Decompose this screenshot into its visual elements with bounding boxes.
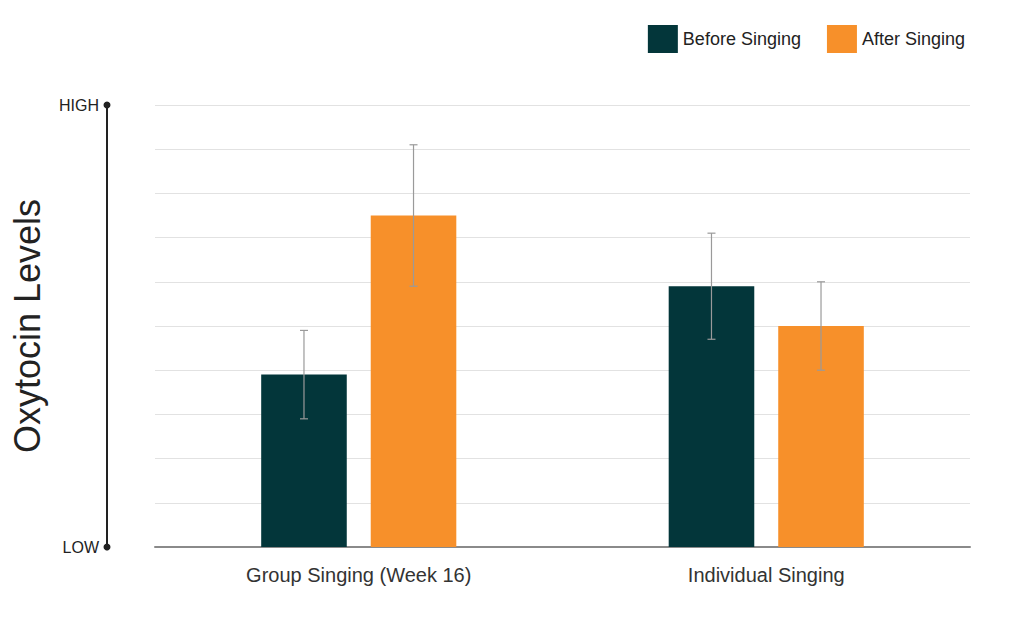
svg-text:Before Singing: Before Singing <box>683 29 801 49</box>
svg-text:After Singing: After Singing <box>862 29 965 49</box>
svg-text:LOW: LOW <box>63 539 100 556</box>
svg-text:Group Singing (Week 16): Group Singing (Week 16) <box>246 564 471 586</box>
svg-text:HIGH: HIGH <box>59 97 99 114</box>
svg-text:Individual Singing: Individual Singing <box>688 564 845 586</box>
svg-text:Oxytocin Levels: Oxytocin Levels <box>7 199 48 453</box>
